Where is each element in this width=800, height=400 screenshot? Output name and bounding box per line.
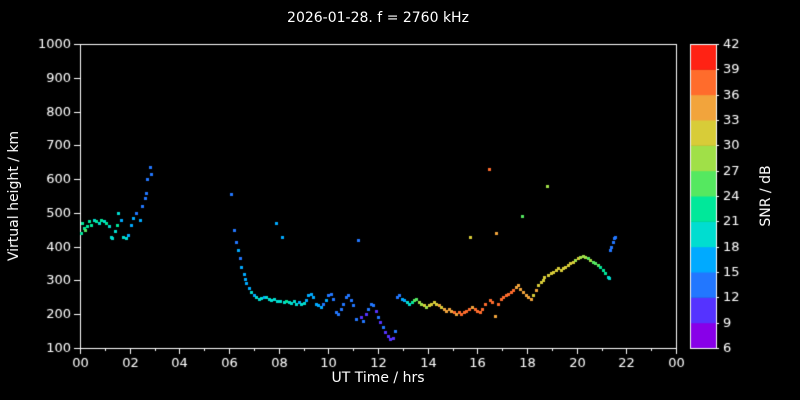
chart-title: 2026-01-28. f = 2760 kHz: [287, 10, 469, 26]
x-axis-label: UT Time / hrs: [331, 370, 425, 386]
y-axis-label: Virtual height / km: [6, 130, 22, 262]
colorbar-label: SNR / dB: [758, 165, 774, 227]
